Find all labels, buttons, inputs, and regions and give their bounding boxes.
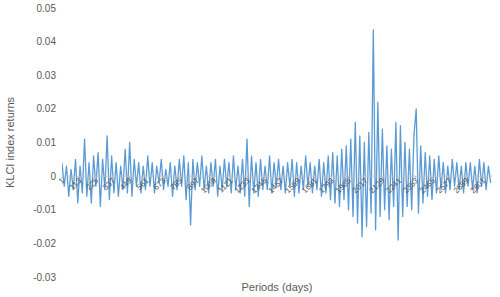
- x-tick-label: 2801: [469, 176, 488, 195]
- x-tick-label: 2241: [384, 176, 403, 195]
- x-tick-label: 2017: [351, 176, 370, 195]
- y-tick-label: 0: [50, 171, 56, 182]
- x-axis-title: Periods (days): [242, 281, 313, 293]
- x-tick-label: 1457: [266, 176, 285, 195]
- x-tick-label: 1233: [233, 176, 252, 195]
- x-tick-label: 1: [57, 176, 67, 186]
- x-tick-label: 225: [84, 176, 100, 192]
- y-tick-label: 0.02: [37, 103, 57, 114]
- y-axis-title: KLCI index returns: [4, 96, 16, 188]
- x-tick-label: 2465: [418, 176, 437, 195]
- y-tick-label: -0.02: [33, 238, 56, 249]
- y-tick-label: 0.04: [37, 36, 57, 47]
- x-tick-label: 2353: [401, 176, 420, 195]
- y-tick-label: -0.03: [33, 272, 56, 283]
- x-tick-label: 1681: [300, 176, 319, 195]
- y-tick-label: 0.01: [37, 137, 57, 148]
- x-tick-label: 2689: [452, 176, 471, 195]
- x-tick-label: 1009: [199, 176, 218, 195]
- plot-area: [62, 30, 491, 240]
- y-tick-label: -0.01: [33, 204, 56, 215]
- returns-line: [62, 30, 491, 240]
- x-tick-label: 2129: [368, 176, 387, 195]
- chart: -0.03 -0.02 -0.01 0 0.01 0.02 0.03 0.04 0.05 1113…: [0, 0, 500, 297]
- x-tick-label: 1793: [317, 176, 336, 195]
- y-tick-label: 0.05: [37, 3, 57, 14]
- x-tick-label: 2577: [435, 176, 454, 195]
- x-tick-label: 1905: [334, 176, 353, 195]
- y-tick-label: 0.03: [37, 70, 57, 81]
- x-tick-label: 1121: [216, 176, 235, 195]
- x-tick-label: 449: [118, 176, 134, 192]
- x-tick-label: 561: [135, 176, 151, 192]
- x-tick-label: 113: [68, 176, 84, 192]
- x-tick-label: 1569: [283, 176, 302, 195]
- x-tick-label: 673: [152, 176, 168, 192]
- x-tick-label: 337: [101, 176, 117, 192]
- x-tick-label: 1345: [250, 176, 269, 195]
- x-tick-label: 785: [169, 176, 185, 192]
